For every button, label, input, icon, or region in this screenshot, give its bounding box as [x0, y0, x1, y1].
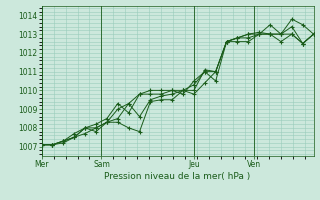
X-axis label: Pression niveau de la mer( hPa ): Pression niveau de la mer( hPa ) — [104, 172, 251, 181]
